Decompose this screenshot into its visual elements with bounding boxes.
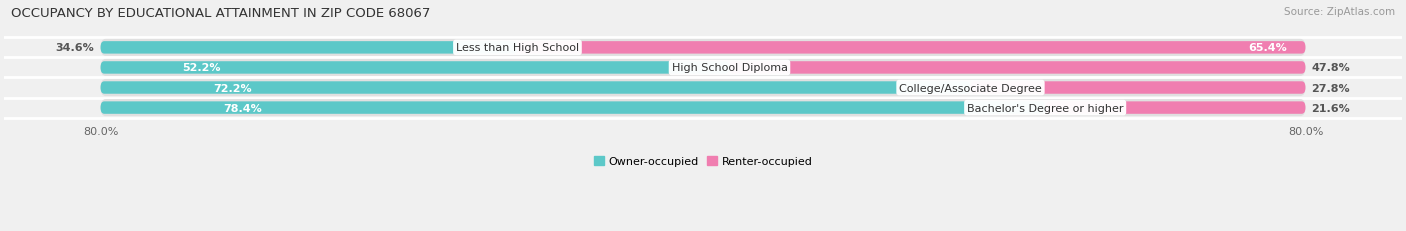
FancyBboxPatch shape (101, 102, 1045, 114)
Text: 65.4%: 65.4% (1249, 43, 1288, 53)
Text: OCCUPANCY BY EDUCATIONAL ATTAINMENT IN ZIP CODE 68067: OCCUPANCY BY EDUCATIONAL ATTAINMENT IN Z… (11, 7, 430, 20)
FancyBboxPatch shape (101, 42, 517, 54)
FancyBboxPatch shape (970, 82, 1305, 94)
Text: 52.2%: 52.2% (183, 63, 221, 73)
Text: 34.6%: 34.6% (56, 43, 94, 53)
Text: 78.4%: 78.4% (224, 103, 262, 113)
Text: Bachelor's Degree or higher: Bachelor's Degree or higher (967, 103, 1123, 113)
FancyBboxPatch shape (101, 62, 730, 74)
Text: 47.8%: 47.8% (1312, 63, 1350, 73)
FancyBboxPatch shape (517, 42, 1305, 54)
FancyBboxPatch shape (101, 100, 1305, 117)
Text: High School Diploma: High School Diploma (672, 63, 787, 73)
FancyBboxPatch shape (101, 40, 1305, 57)
FancyBboxPatch shape (730, 62, 1305, 74)
Text: 27.8%: 27.8% (1312, 83, 1350, 93)
Text: Less than High School: Less than High School (456, 43, 579, 53)
FancyBboxPatch shape (101, 82, 970, 94)
Text: 21.6%: 21.6% (1312, 103, 1350, 113)
Text: 72.2%: 72.2% (214, 83, 252, 93)
FancyBboxPatch shape (101, 60, 1305, 77)
Text: Source: ZipAtlas.com: Source: ZipAtlas.com (1284, 7, 1395, 17)
FancyBboxPatch shape (1045, 102, 1305, 114)
Text: College/Associate Degree: College/Associate Degree (898, 83, 1042, 93)
FancyBboxPatch shape (101, 80, 1305, 97)
Legend: Owner-occupied, Renter-occupied: Owner-occupied, Renter-occupied (589, 152, 817, 171)
